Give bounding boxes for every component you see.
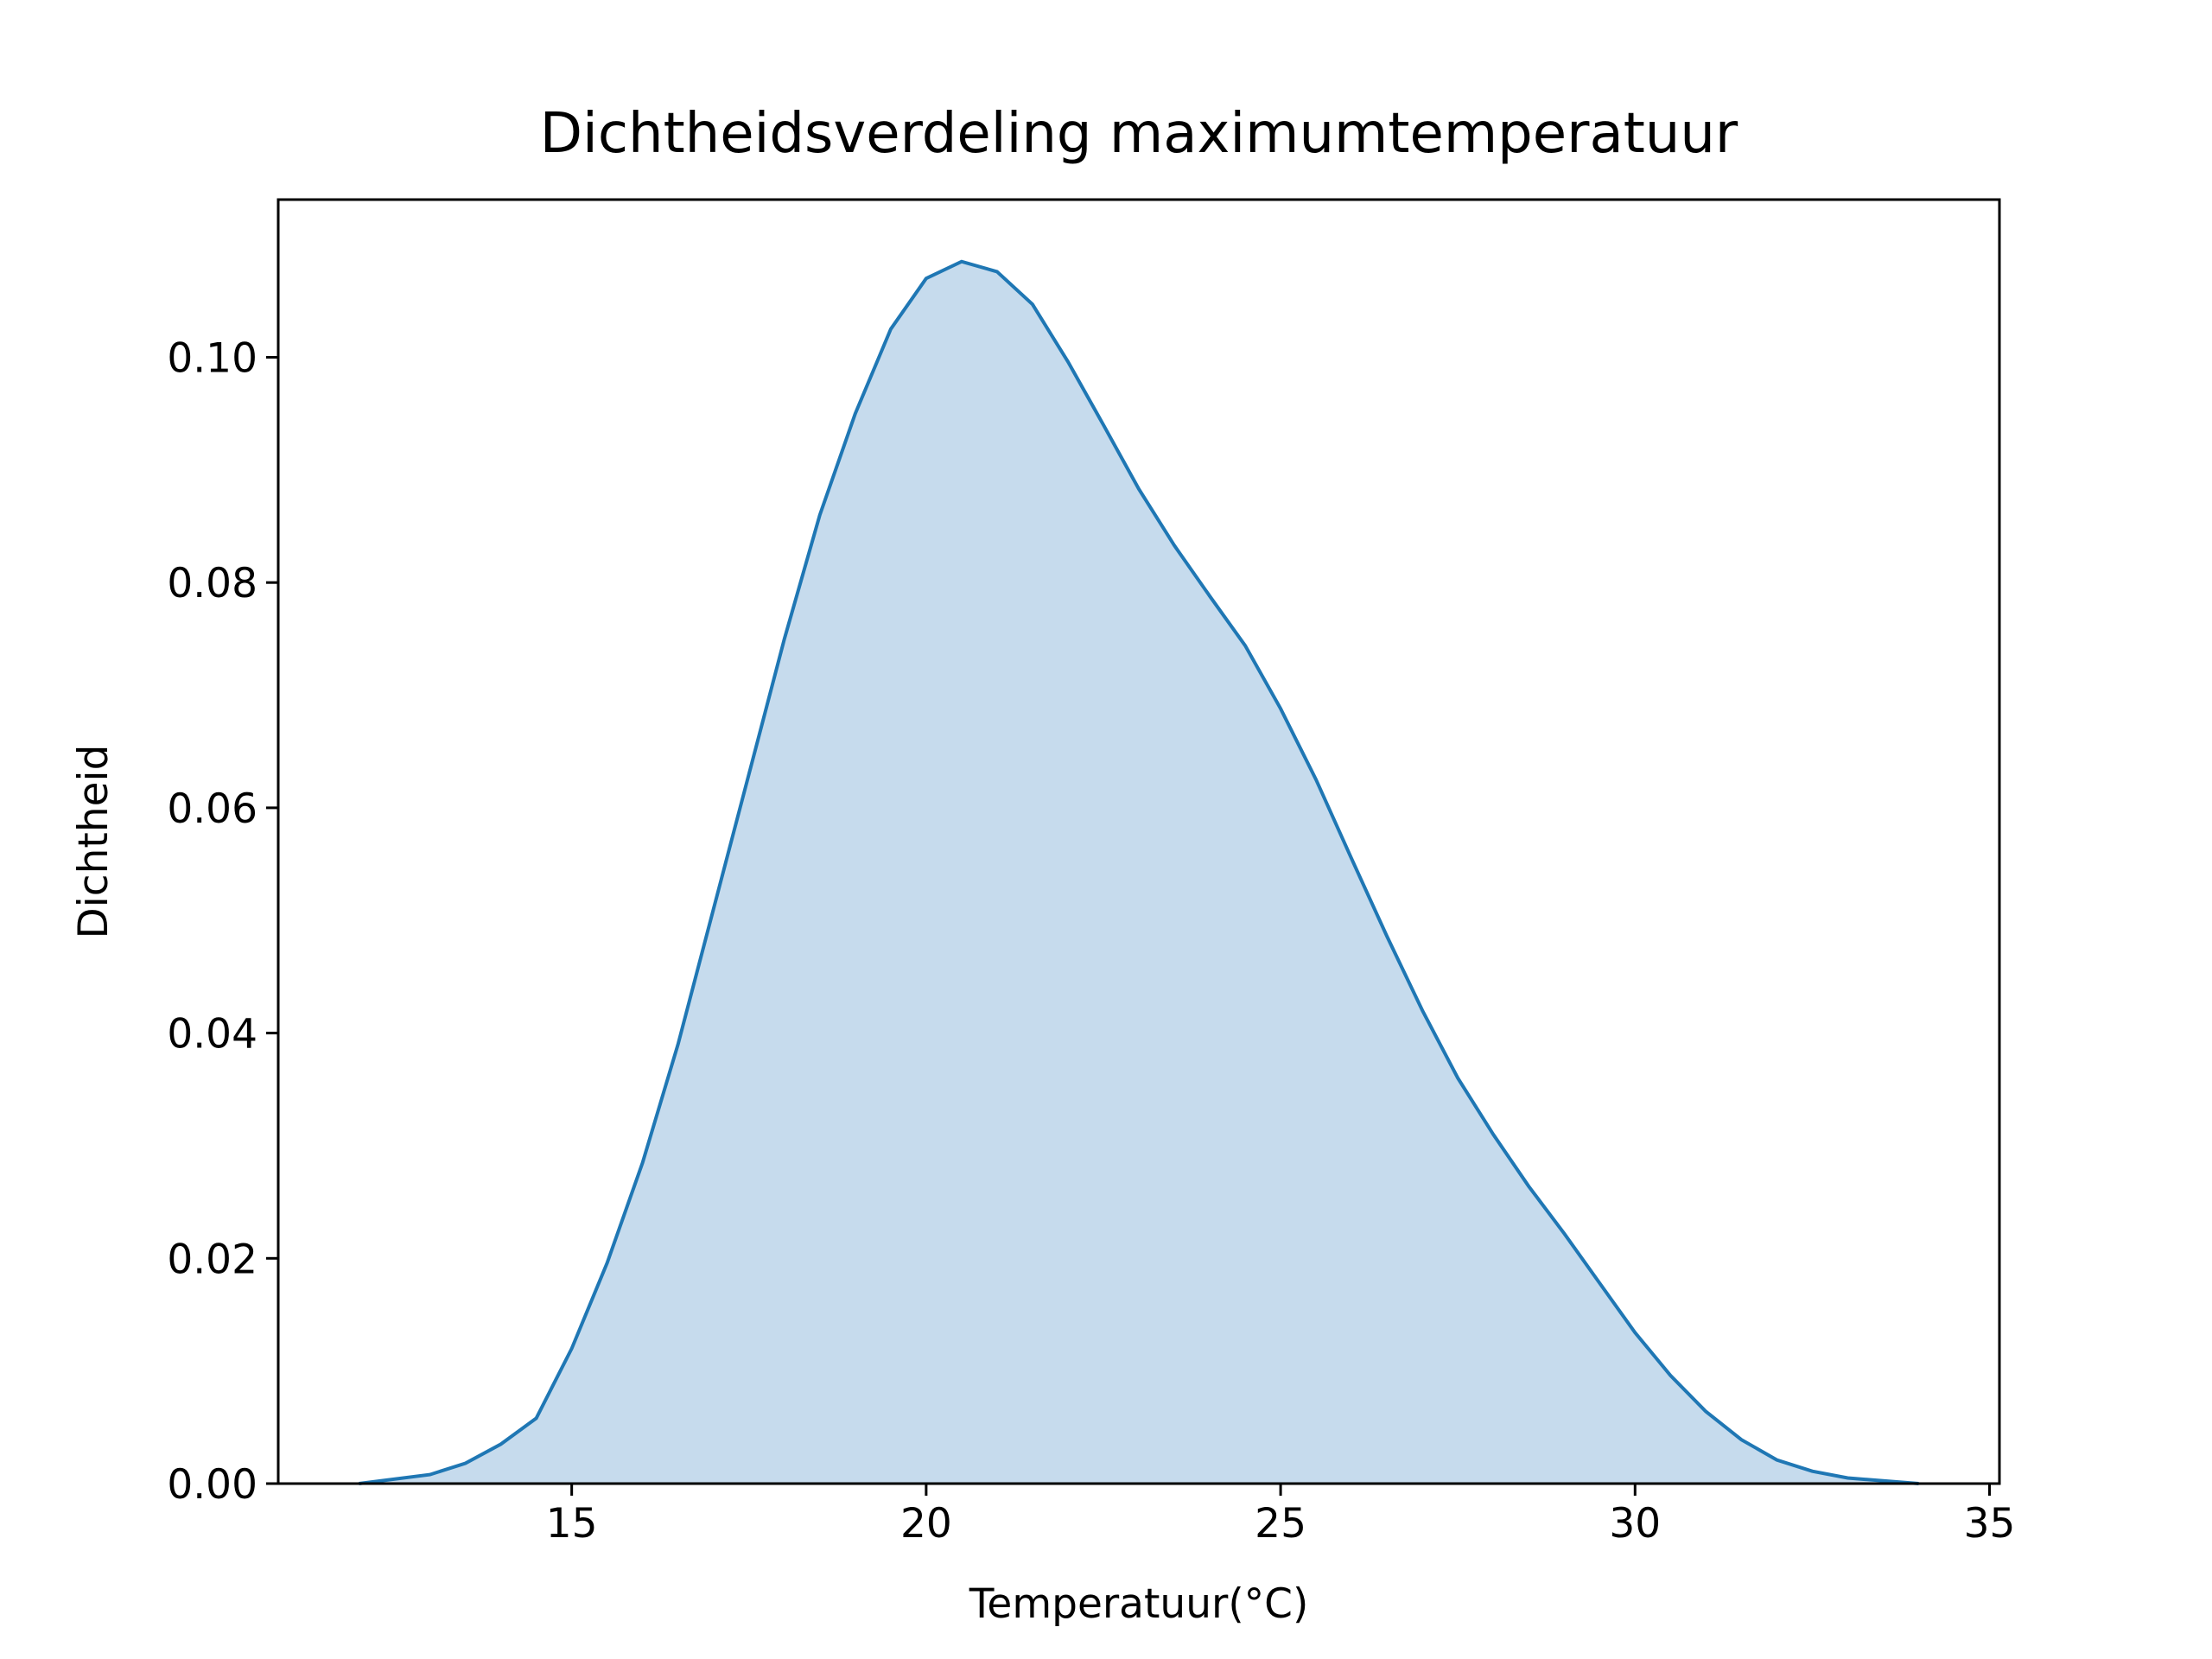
y-tick-label: 0.10 xyxy=(167,334,257,382)
area-fill xyxy=(359,261,1919,1484)
y-tick-label: 0.02 xyxy=(167,1236,257,1283)
x-tick-label: 35 xyxy=(1964,1500,2016,1548)
x-tick-label: 15 xyxy=(546,1500,598,1548)
x-axis-label: Temperatuur(°C) xyxy=(969,1580,1309,1628)
y-tick-label: 0.00 xyxy=(167,1461,257,1509)
density-line xyxy=(359,259,1919,1485)
y-tick-label: 0.04 xyxy=(167,1011,257,1058)
x-tick-label: 20 xyxy=(900,1500,952,1548)
y-axis-label: Dichtheid xyxy=(70,745,118,939)
x-tick-label: 25 xyxy=(1255,1500,1306,1548)
y-tick-label: 0.08 xyxy=(167,560,257,607)
y-tick-label: 0.06 xyxy=(167,785,257,833)
x-tick-label: 30 xyxy=(1609,1500,1661,1548)
chart-title: Dichtheidsverdeling maximumtemperatuur xyxy=(540,102,1738,166)
plot-frame xyxy=(276,198,2001,1485)
